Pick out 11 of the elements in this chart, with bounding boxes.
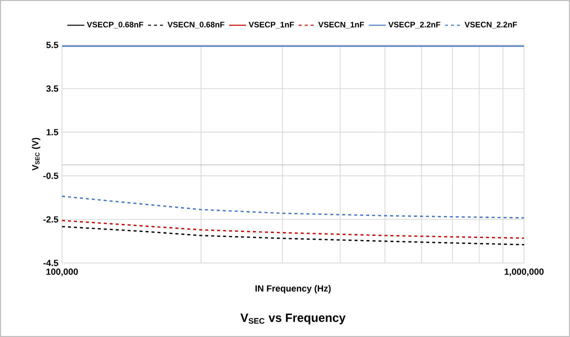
x-tick-label: 1,000,000: [504, 268, 544, 276]
x-axis-title: IN Frequency (Hz): [256, 285, 331, 294]
y-tick-label: -0.5: [43, 172, 58, 179]
text: V$_{SEC}$ vs Frequency: [240, 314, 346, 324]
x-tick-label: 100,000: [46, 268, 78, 276]
y-tick-label: 1.5: [46, 129, 58, 136]
y-tick-label: -4.5: [43, 260, 58, 266]
y-tick-label: 5.5: [46, 42, 58, 48]
y-axis-title: V$_{SEC}$ (V): [32, 138, 40, 171]
y-tick-label: 3.5: [46, 85, 58, 92]
y-tick-label: -2.5: [43, 216, 58, 223]
